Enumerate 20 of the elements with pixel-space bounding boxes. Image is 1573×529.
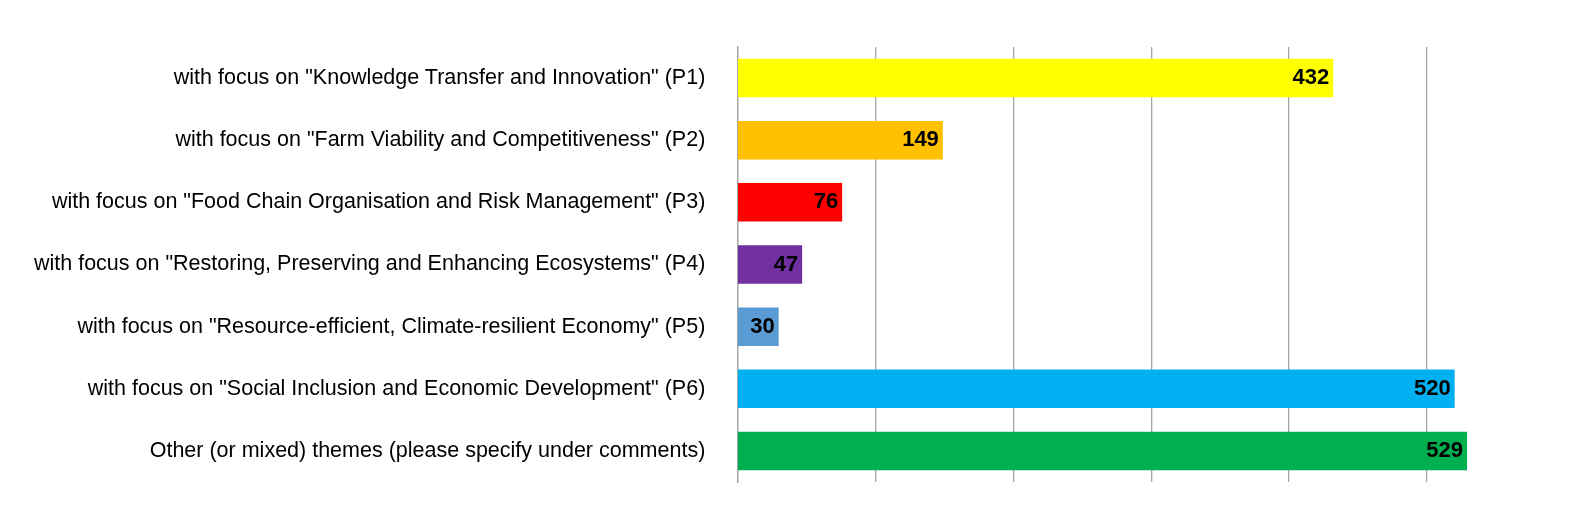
data-label: 520 bbox=[1413, 374, 1451, 400]
bar bbox=[737, 369, 1455, 409]
y-tick-label: with focus on "Farm Viability and Competitiveness" (P2) bbox=[174, 127, 706, 152]
data-label: 432 bbox=[1292, 64, 1330, 90]
y-tick-label: with focus on "Knowledge Transfer and Innovation" (P1) bbox=[172, 64, 706, 89]
data-label: 30 bbox=[750, 312, 775, 338]
y-tick-label: with focus on "Restoring, Preserving and Enhancing Ecosystems" (P4) bbox=[32, 251, 706, 276]
data-label: 529 bbox=[1426, 437, 1464, 463]
y-tick-label: with focus on "Resource-efficient, Climate-resilient Economy" (P5) bbox=[76, 313, 706, 338]
bar bbox=[737, 183, 843, 222]
bar bbox=[737, 245, 803, 284]
data-label: 47 bbox=[773, 250, 799, 276]
y-tick-label: with focus on "Food Chain Organisation and Risk Management" (P3) bbox=[50, 189, 706, 214]
data-label: 76 bbox=[813, 188, 839, 214]
y-tick-label: with focus on "Social Inclusion and Economic Development" (P6) bbox=[86, 375, 706, 400]
data-label: 149 bbox=[902, 126, 939, 152]
bar bbox=[737, 431, 1468, 471]
y-tick-label: Other (or mixed) themes (please specify under comments) bbox=[149, 437, 706, 462]
bar bbox=[737, 58, 1334, 98]
bar bbox=[737, 120, 943, 160]
